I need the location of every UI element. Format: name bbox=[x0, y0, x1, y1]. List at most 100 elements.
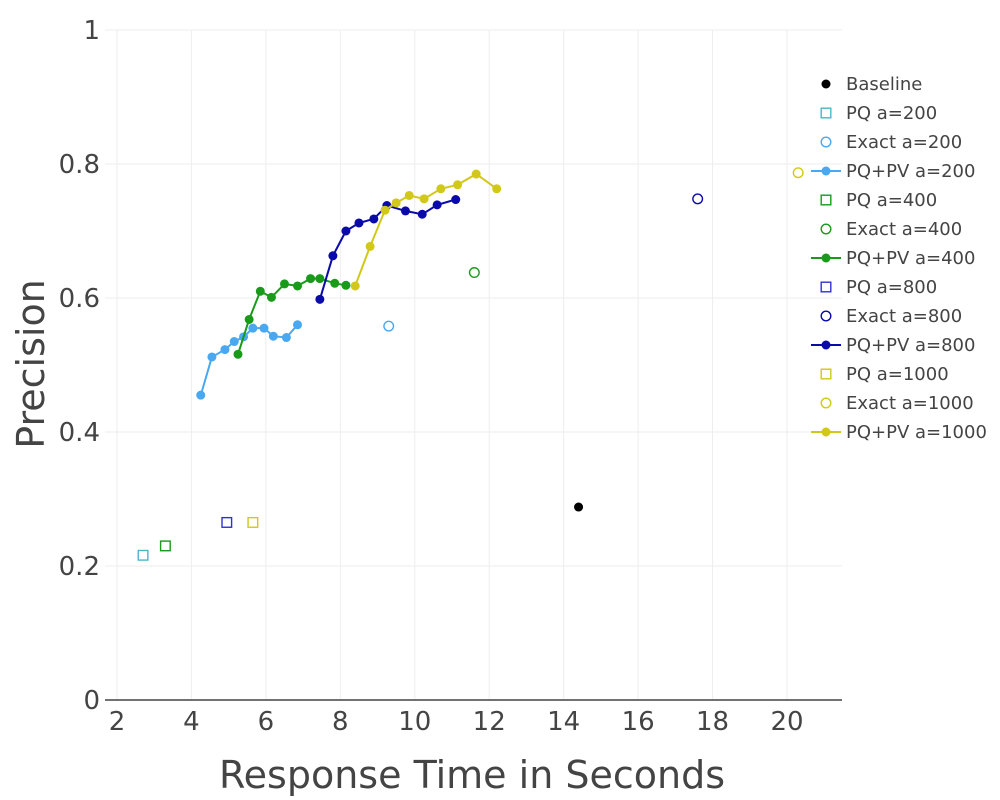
data-point bbox=[221, 516, 233, 528]
legend-item-pq-a-1000: PQ a=1000 bbox=[820, 364, 949, 385]
legend-marker bbox=[821, 340, 831, 350]
data-point bbox=[436, 184, 446, 194]
legend-label: PQ a=400 bbox=[846, 190, 937, 211]
data-point bbox=[471, 169, 481, 179]
legend-marker bbox=[821, 427, 831, 437]
data-point bbox=[293, 281, 303, 291]
series-line bbox=[354, 172, 498, 287]
data-point bbox=[229, 337, 239, 347]
data-point bbox=[330, 278, 340, 288]
series-pq-pv-a-1000 bbox=[350, 169, 502, 291]
x-tick-label: 18 bbox=[696, 707, 729, 737]
series-exact-a-1000 bbox=[792, 167, 804, 179]
legend-item-pq-a-800: PQ a=800 bbox=[820, 277, 937, 298]
data-point bbox=[247, 516, 259, 528]
legend-item-pq-pv-a-200: PQ+PV a=200 bbox=[811, 161, 975, 182]
data-point bbox=[255, 286, 265, 296]
x-tick-label: 10 bbox=[398, 707, 431, 737]
series-line bbox=[237, 277, 347, 355]
legend-marker bbox=[820, 223, 832, 235]
x-tick-label: 12 bbox=[473, 707, 506, 737]
data-point bbox=[207, 352, 217, 362]
data-point bbox=[293, 320, 303, 330]
legend-item-pq-pv-a-400: PQ+PV a=400 bbox=[811, 248, 975, 269]
legend-item-exact-a-800: Exact a=800 bbox=[820, 306, 962, 327]
y-tick-label: 0.6 bbox=[59, 284, 100, 314]
data-point bbox=[451, 195, 461, 205]
y-tick-label: 0.4 bbox=[59, 418, 100, 448]
legend-item-pq-a-200: PQ a=200 bbox=[820, 103, 937, 124]
data-point bbox=[383, 320, 395, 332]
x-tick-label: 2 bbox=[109, 707, 126, 737]
data-point bbox=[492, 184, 502, 194]
y-tick-label: 0 bbox=[83, 686, 100, 716]
legend-item-baseline: Baseline bbox=[821, 74, 922, 95]
series-line bbox=[199, 324, 299, 396]
series-pq-pv-a-200 bbox=[196, 320, 303, 400]
data-point bbox=[328, 251, 338, 261]
legend-marker bbox=[820, 136, 832, 148]
data-point bbox=[159, 540, 171, 552]
legend-item-pq-pv-a-1000: PQ+PV a=1000 bbox=[811, 422, 987, 443]
data-point bbox=[400, 206, 410, 216]
legend-label: PQ a=200 bbox=[846, 103, 937, 124]
data-point bbox=[417, 209, 427, 219]
x-tick-label: 16 bbox=[622, 707, 655, 737]
legend-label: Exact a=800 bbox=[846, 306, 962, 327]
legend-marker bbox=[820, 194, 832, 206]
series-line bbox=[318, 198, 456, 300]
data-point bbox=[419, 194, 429, 204]
legend-item-exact-a-1000: Exact a=1000 bbox=[820, 393, 974, 414]
data-point bbox=[268, 331, 278, 341]
data-point bbox=[196, 390, 206, 400]
x-axis-title: Response Time in Seconds bbox=[219, 753, 725, 797]
data-point bbox=[137, 549, 149, 561]
data-point bbox=[341, 280, 351, 290]
data-point bbox=[259, 323, 269, 333]
data-point bbox=[350, 281, 360, 291]
legend-item-exact-a-400: Exact a=400 bbox=[820, 219, 962, 240]
legend-label: PQ a=800 bbox=[846, 277, 937, 298]
data-point bbox=[244, 314, 254, 324]
y-tick-label: 0.8 bbox=[59, 150, 100, 180]
series-exact-a-800 bbox=[692, 193, 704, 205]
data-point bbox=[380, 205, 390, 215]
legend-marker bbox=[820, 310, 832, 322]
x-tick-label: 8 bbox=[332, 707, 349, 737]
y-tick-label: 0.2 bbox=[59, 552, 100, 582]
legend-marker bbox=[821, 253, 831, 263]
legend-label: PQ a=1000 bbox=[846, 364, 949, 385]
data-point bbox=[574, 502, 584, 512]
data-point bbox=[432, 200, 442, 210]
legend-marker bbox=[820, 107, 832, 119]
data-point bbox=[453, 180, 463, 190]
series-pq-a-800 bbox=[221, 516, 233, 528]
gridlines bbox=[105, 29, 842, 700]
data-point bbox=[315, 274, 325, 284]
legend: Baseline PQ a=200 Exact a=200 PQ+PV a=200 PQ… bbox=[811, 74, 987, 443]
legend-label: PQ+PV a=400 bbox=[846, 248, 975, 269]
data-point bbox=[315, 294, 325, 304]
legend-marker bbox=[821, 79, 831, 89]
data-point bbox=[391, 198, 401, 208]
legend-item-exact-a-200: Exact a=200 bbox=[820, 132, 962, 153]
data-point bbox=[266, 292, 276, 302]
legend-label: Exact a=400 bbox=[846, 219, 962, 240]
legend-label: PQ+PV a=200 bbox=[846, 161, 975, 182]
series-pq-a-200 bbox=[137, 549, 149, 561]
legend-marker bbox=[821, 166, 831, 176]
data-point bbox=[369, 214, 379, 224]
y-tick-label: 1 bbox=[83, 16, 100, 46]
data-point bbox=[306, 274, 316, 284]
legend-label: PQ+PV a=800 bbox=[846, 335, 975, 356]
data-point bbox=[220, 345, 230, 355]
legend-item-pq-a-400: PQ a=400 bbox=[820, 190, 937, 211]
series-baseline bbox=[574, 502, 584, 512]
legend-label: Exact a=200 bbox=[846, 132, 962, 153]
axes: 2 4 6 8 10 12 14 16 18 20 0 0.2 0.4 0.6 0.8 1 bbox=[59, 16, 842, 737]
series-exact-a-200 bbox=[383, 320, 395, 332]
legend-label: Baseline bbox=[846, 74, 922, 95]
data-point bbox=[354, 218, 364, 228]
series-pq-a-400 bbox=[159, 540, 171, 552]
data-point bbox=[792, 167, 804, 179]
